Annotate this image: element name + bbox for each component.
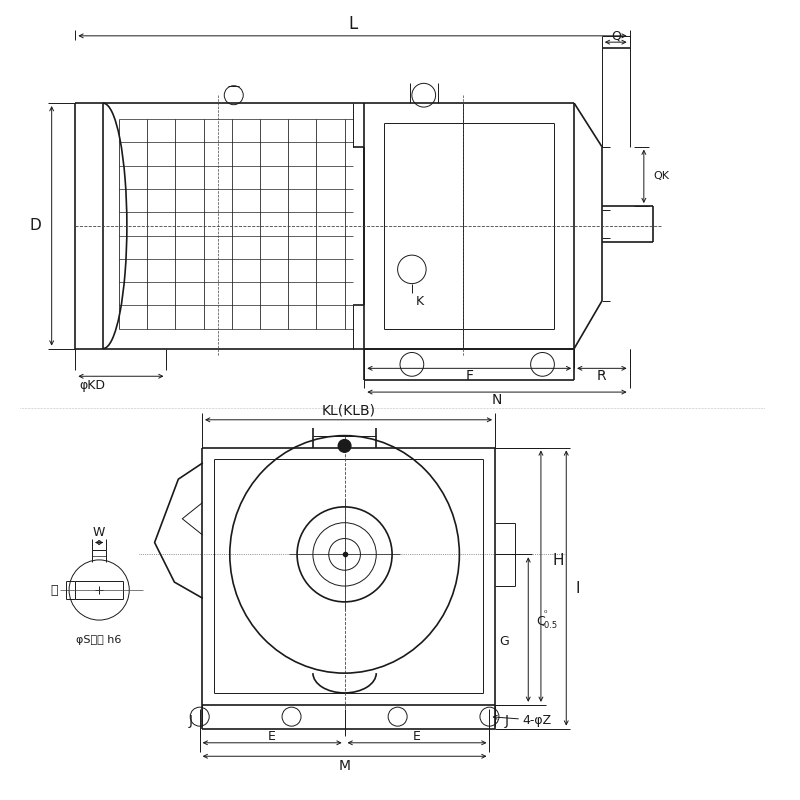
Text: φKD: φKD	[79, 379, 106, 392]
Text: E: E	[268, 730, 276, 743]
Text: コ: コ	[50, 583, 58, 597]
Text: ⁰: ⁰	[543, 610, 546, 618]
Text: R: R	[597, 370, 606, 383]
Text: G: G	[500, 635, 510, 648]
Text: E: E	[413, 730, 421, 743]
Text: K: K	[416, 294, 424, 307]
Text: W: W	[93, 526, 106, 539]
Circle shape	[338, 439, 351, 452]
Text: φS公差 h6: φS公差 h6	[77, 635, 122, 645]
Text: C: C	[536, 615, 545, 628]
Text: M: M	[338, 758, 350, 773]
Text: 4-φZ: 4-φZ	[522, 714, 552, 727]
Text: J: J	[189, 714, 193, 728]
Text: KL(KLB): KL(KLB)	[322, 403, 375, 418]
Text: H: H	[553, 553, 564, 568]
Text: Q: Q	[610, 30, 621, 42]
Text: D: D	[30, 218, 42, 234]
Text: QK: QK	[654, 171, 670, 182]
Text: N: N	[492, 393, 502, 407]
Text: J: J	[505, 714, 509, 728]
Text: -0.5: -0.5	[542, 621, 558, 630]
Text: F: F	[466, 370, 474, 383]
Text: I: I	[576, 581, 580, 595]
Text: L: L	[348, 15, 357, 33]
